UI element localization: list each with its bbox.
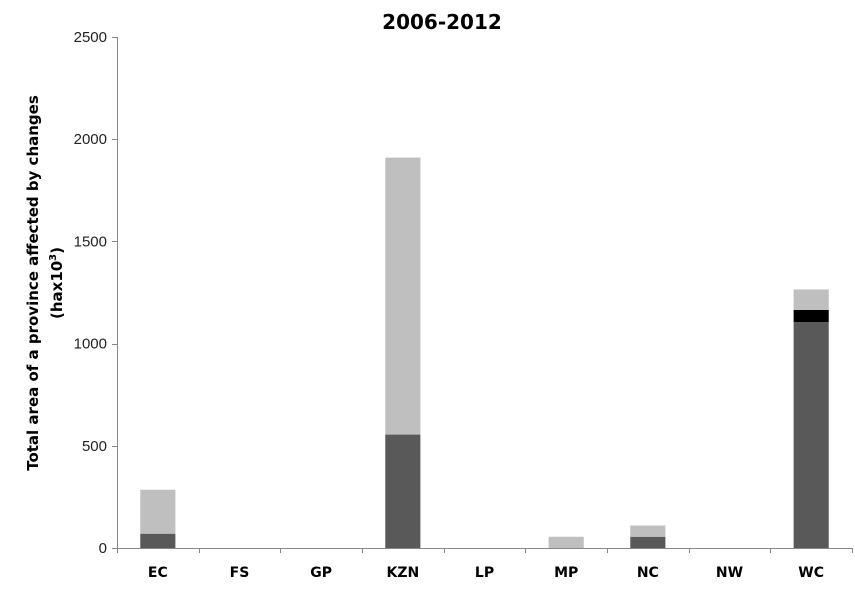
bar-ec-segment-3	[140, 489, 176, 534]
x-tick-label-nw: NW	[716, 565, 743, 581]
y-axis-title: Total area of a province affected by cha…	[24, 95, 66, 471]
bar-ec-segment-1	[140, 533, 176, 548]
x-tick-label-wc: WC	[798, 565, 824, 581]
y-tick-label: 0	[99, 540, 107, 557]
x-tick-label-fs: FS	[230, 565, 250, 581]
y-tick-label: 1500	[74, 233, 107, 250]
y-axis-title-line1: Total area of a province affected by cha…	[24, 95, 42, 471]
svg-text:(hax103): (hax103)	[48, 247, 66, 319]
y-axis-title-unit-superscript: 3	[48, 254, 59, 261]
bar-nc-segment-3	[630, 525, 666, 537]
x-tick-label-kzn: KZN	[386, 565, 419, 581]
x-tick-label-nc: NC	[637, 565, 659, 581]
y-axis-title-unit: (hax10	[48, 261, 66, 319]
y-axis-ticks: 0 500 1000 1500 2000 2500	[74, 29, 117, 557]
x-tick-label-mp: MP	[554, 565, 578, 581]
y-tick-label: 1000	[74, 336, 107, 353]
bar-kzn-segment-3	[385, 157, 421, 435]
chart-title: 2006-2012	[382, 10, 502, 34]
x-tick-label-ec: EC	[148, 565, 168, 581]
bar-wc-segment-3	[793, 289, 829, 310]
y-tick-label: 2000	[74, 131, 107, 148]
bar-nc-segment-1	[630, 536, 666, 548]
y-tick-label: 2500	[74, 29, 107, 46]
x-tick-label-gp: GP	[310, 565, 332, 581]
bar-stacks	[140, 157, 829, 548]
bar-kzn-segment-1	[385, 434, 421, 548]
bar-wc-segment-1	[793, 322, 829, 548]
x-tick-label-lp: LP	[475, 565, 494, 581]
x-axis-ticks: EC FS GP KZN LP MP NC NW WC	[117, 548, 853, 581]
bar-mp-segment-3	[548, 536, 584, 548]
y-tick-label: 500	[82, 438, 107, 455]
bar-wc-segment-2	[793, 309, 829, 323]
svg-text:Total area of a province affec: Total area of a province affected by cha…	[24, 95, 42, 471]
y-axis-title-unit-close: )	[48, 247, 66, 254]
